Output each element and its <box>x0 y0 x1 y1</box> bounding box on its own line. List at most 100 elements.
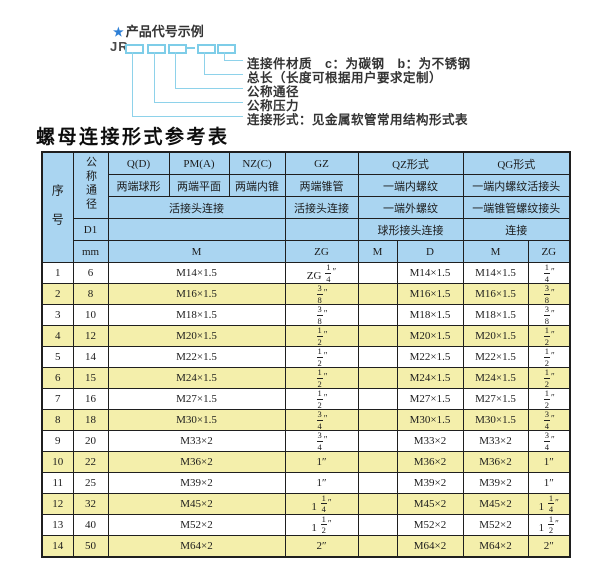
table-row: 5 14 M22×1.5 1 2 ″ M22×1.5 M22×1.5 1 2 ″ <box>41 346 571 368</box>
cell-dn: 18 <box>72 409 109 431</box>
cell-qz-m <box>357 304 398 326</box>
header-seq: 序号 <box>41 151 74 263</box>
star-icon: ★ <box>113 25 124 39</box>
cell-qz-d: M16×1.5 <box>396 283 464 305</box>
cell-qg-zg: 2″ <box>527 534 571 558</box>
cell-qz-m <box>357 367 398 389</box>
header-gz-row3: 活接头连接 <box>284 196 359 219</box>
inch-mark: ″ <box>323 392 328 403</box>
cell-thread-m: M39×2 <box>107 471 286 494</box>
leader-line-v5 <box>224 52 225 60</box>
cell-dn: 40 <box>72 513 109 536</box>
table-row: 9 20 M33×2 3 4 ″ M33×2 M33×2 3 4 ″ <box>41 430 571 452</box>
cell-qz-d: M18×1.5 <box>396 304 464 326</box>
header-pm: PM(A) <box>168 151 230 175</box>
cell-dn: 14 <box>72 346 109 368</box>
cell-dn: 16 <box>72 388 109 410</box>
label-connection-form: 连接形式：见金属软管常用结构形式表 <box>247 113 469 127</box>
cell-thread-m: M45×2 <box>107 492 286 515</box>
cell-qz-d: M14×1.5 <box>396 262 464 284</box>
header-qz-row3: 一端外螺纹 <box>357 196 464 219</box>
code-box-1 <box>125 44 144 54</box>
cell-qg-m: M39×2 <box>462 471 529 494</box>
inch-mark: ″ <box>323 413 328 424</box>
cell-qg-zg: 1 2 ″ <box>527 388 571 410</box>
header-qg-row3: 一端锥管螺纹接头 <box>462 196 571 219</box>
header-blank-qpn <box>107 218 286 241</box>
cell-qg-m: M64×2 <box>462 534 529 558</box>
header-gz-desc: 两端锥管 <box>284 174 359 197</box>
leader-line-v4 <box>204 52 205 74</box>
cell-qz-d: M45×2 <box>396 492 464 515</box>
cell-qz-m <box>357 409 398 431</box>
nut-connection-reference-table: 序号 公称通径 Q(D) PM(A) NZ(C) GZ QZ形式 QG形式 两端… <box>41 151 572 558</box>
header-qg: QG形式 <box>462 151 571 175</box>
cell-thread-m: M24×1.5 <box>107 367 286 389</box>
cell-thread-m: M14×1.5 <box>107 262 286 284</box>
header-dn: 公称通径 <box>72 151 109 219</box>
cell-thread-m: M22×1.5 <box>107 346 286 368</box>
cell-seq: 6 <box>41 367 74 389</box>
table-row: 11 25 M39×2 1″ M39×2 M39×2 1″ <box>41 471 571 494</box>
inch-mark: ″ <box>551 350 555 361</box>
cell-gz: 3 8 ″ <box>284 304 359 326</box>
cell-gz: 3 4 ″ <box>284 409 359 431</box>
inch-mark: ″ <box>327 518 332 529</box>
cell-qg-zg: 1 1 4 ″ <box>527 492 571 515</box>
header-pm-desc: 两端平面 <box>168 174 230 197</box>
header-qpn-row3: 活接头连接 <box>107 196 286 219</box>
cell-seq: 1 <box>41 262 74 284</box>
diagram-heading: ★ 产品代号示例 <box>113 21 204 40</box>
cell-qg-m: M52×2 <box>462 513 529 536</box>
cell-dn: 25 <box>72 471 109 494</box>
table-row: 6 15 M24×1.5 1 2 ″ M24×1.5 M24×1.5 1 2 ″ <box>41 367 571 389</box>
header-qg-row4: 连接 <box>462 218 571 241</box>
header-m-unit: M <box>107 240 286 263</box>
inch-mark: ″ <box>551 308 555 319</box>
cell-seq: 3 <box>41 304 74 326</box>
cell-dn: 20 <box>72 430 109 452</box>
table-row: 14 50 M64×2 2″ M64×2 M64×2 2″ <box>41 534 571 558</box>
cell-gz: 1 2 ″ <box>284 388 359 410</box>
table-row: 1 6 M14×1.5 ZG 1 4 ″ M14×1.5 M14×1.5 1 4 ″ <box>41 262 571 284</box>
leader-line-v3 <box>175 52 176 88</box>
code-dash <box>187 47 195 49</box>
cell-seq: 10 <box>41 451 74 473</box>
header-q-desc: 两端球形 <box>107 174 170 197</box>
cell-qg-m: M16×1.5 <box>462 283 529 305</box>
header-qz-desc: 一端内螺纹 <box>357 174 464 197</box>
cell-qz-d: M36×2 <box>396 451 464 473</box>
cell-qg-m: M45×2 <box>462 492 529 515</box>
cell-dn: 32 <box>72 492 109 515</box>
cell-seq: 9 <box>41 430 74 452</box>
cell-seq: 2 <box>41 283 74 305</box>
cell-qz-m <box>357 388 398 410</box>
cell-thread-m: M27×1.5 <box>107 388 286 410</box>
inch-mark: ″ <box>551 329 555 340</box>
header-qg-m: M <box>462 240 529 263</box>
cell-qg-zg: 1 1 2 ″ <box>527 513 571 536</box>
leader-line-h5 <box>224 60 243 61</box>
cell-qg-zg: 3 4 ″ <box>527 430 571 452</box>
label-nominal-diameter: 公称通径 <box>247 85 300 99</box>
cell-gz: 1 2 ″ <box>284 346 359 368</box>
label-nominal-pressure: 公称压力 <box>247 99 300 113</box>
leader-line-h1 <box>132 116 243 117</box>
cell-qz-d: M22×1.5 <box>396 346 464 368</box>
code-box-2 <box>147 44 166 54</box>
table-title: 螺母连接形式参考表 <box>36 127 230 148</box>
cell-qz-m <box>357 471 398 494</box>
cell-seq: 11 <box>41 471 74 494</box>
cell-thread-m: M16×1.5 <box>107 283 286 305</box>
cell-qz-d: M24×1.5 <box>396 367 464 389</box>
header-q: Q(D) <box>107 151 170 175</box>
cell-qg-zg: 1 2 ″ <box>527 367 571 389</box>
cell-dn: 6 <box>72 262 109 284</box>
table-row: 13 40 M52×2 1 1 2 ″ M52×2 M52×2 1 1 2 ″ <box>41 513 571 536</box>
